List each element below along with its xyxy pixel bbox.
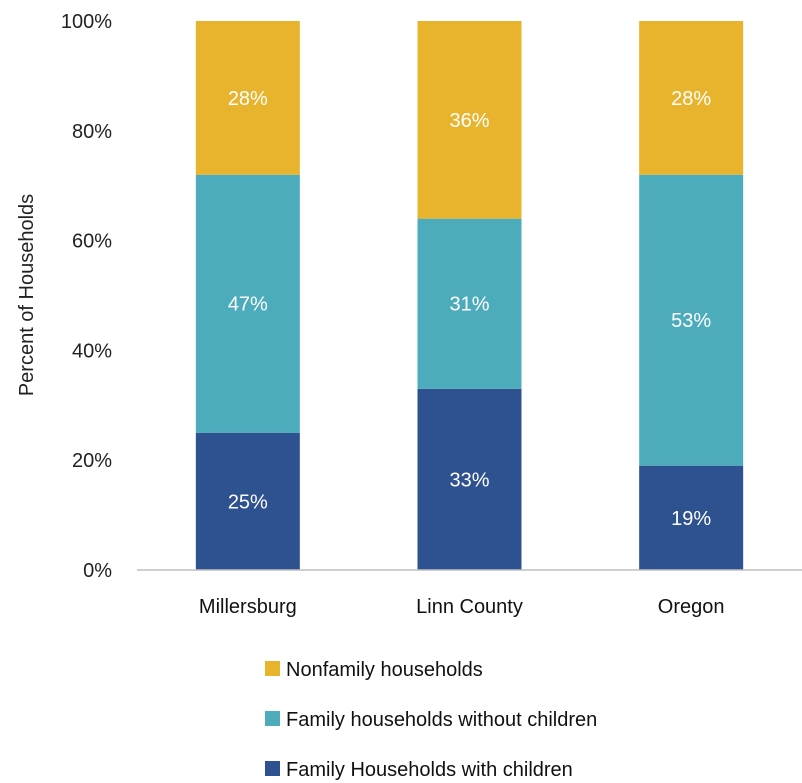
- bar-segment-oregon-0: [639, 465, 744, 570]
- data-label: 31%: [449, 294, 489, 316]
- y-axis-ticks: 0% 20% 40% 60% 80% 100%: [61, 11, 112, 582]
- legend-swatch: [265, 711, 280, 726]
- y-tick-label: 100%: [61, 11, 112, 33]
- data-label: 33%: [449, 469, 489, 491]
- legend-label: Family households without children: [286, 709, 597, 731]
- y-tick-label: 80%: [72, 121, 112, 143]
- legend-swatch: [265, 661, 280, 676]
- y-tick-label: 40%: [72, 340, 112, 362]
- data-label: 28%: [228, 88, 268, 110]
- data-label: 19%: [671, 508, 711, 530]
- legend: Nonfamily households Family households wi…: [265, 659, 597, 781]
- data-label: 53%: [671, 310, 711, 332]
- legend-label: Nonfamily households: [286, 659, 483, 681]
- bar-segment-linn-county-0: [417, 388, 522, 570]
- bar-segment-millersburg-2: [195, 21, 300, 175]
- y-tick-label: 20%: [72, 450, 112, 472]
- y-tick-label: 0%: [83, 560, 112, 582]
- data-label: 25%: [228, 491, 268, 513]
- bar-segment-linn-county-1: [417, 218, 522, 389]
- bar-segment-millersburg-0: [195, 432, 300, 570]
- category-labels: Millersburg Linn County Oregon: [199, 596, 725, 618]
- x-category-label: Oregon: [658, 596, 725, 618]
- data-label: 28%: [671, 88, 711, 110]
- x-category-label: Millersburg: [199, 596, 297, 618]
- bar-segment-linn-county-2: [417, 21, 522, 219]
- bar-segment-oregon-1: [639, 174, 744, 466]
- data-label: 47%: [228, 294, 268, 316]
- y-axis-label: Percent of Households: [16, 194, 38, 396]
- bars: 25% 47% 28% 33% 31% 36% 19% 53% 28%: [195, 21, 744, 570]
- y-tick-label: 60%: [72, 231, 112, 253]
- legend-label: Family Households with children: [286, 759, 573, 781]
- bar-segment-oregon-2: [639, 21, 744, 175]
- x-category-label: Linn County: [416, 596, 523, 618]
- data-label: 36%: [449, 110, 489, 132]
- legend-swatch: [265, 761, 280, 776]
- bar-segment-millersburg-1: [195, 174, 300, 433]
